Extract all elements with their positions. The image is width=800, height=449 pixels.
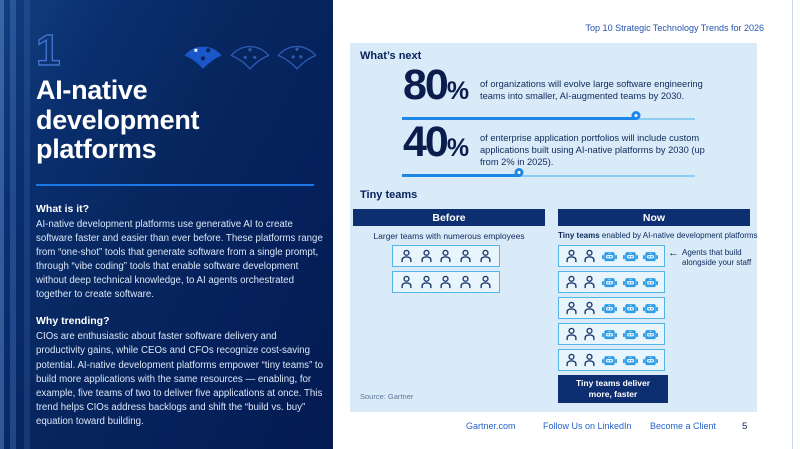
trend-number: 1 (35, 25, 62, 75)
before-team-rows (392, 245, 500, 293)
robot-icon (601, 303, 617, 313)
team-row (558, 271, 665, 293)
sidebar-body: What is it? AI-native development platfo… (36, 203, 325, 442)
trend-sidebar: 1 AI-native development platforms (0, 0, 333, 449)
now-column-header: Now (558, 209, 750, 226)
page-number: 5 (742, 421, 748, 432)
page-edge-line (792, 0, 793, 449)
what-is-it-heading: What is it? (36, 203, 90, 215)
now-caption: Tiny teams enabled by AI-native developm… (558, 231, 758, 240)
stat-bar-track (402, 175, 695, 177)
person-icon (566, 249, 577, 263)
robot-icon (643, 329, 659, 339)
robot-icon (601, 251, 617, 261)
robot-icon (643, 251, 659, 261)
trend-icons (182, 40, 318, 71)
robot-icon (601, 329, 617, 339)
fan-icon (184, 46, 222, 69)
person-icon (584, 249, 595, 263)
tiny-teams-banner: Tiny teams deliver more, faster (558, 375, 668, 404)
stat-bar-fill (402, 117, 637, 120)
team-row (558, 245, 665, 267)
team-row (558, 297, 665, 319)
page-title: AI-native development platforms (36, 75, 200, 165)
robot-icon (643, 355, 659, 365)
person-icon (584, 353, 595, 367)
report-header: Top 10 Strategic Technology Trends for 2… (585, 23, 764, 33)
stat-text-80: of organizations will evolve large softw… (480, 79, 703, 102)
person-icon (584, 301, 595, 315)
fan-icon (277, 45, 317, 70)
person-icon (440, 275, 452, 289)
person-icon (401, 275, 412, 289)
person-icon (460, 249, 471, 263)
person-icon (584, 275, 595, 289)
tiny-teams-heading: Tiny teams (360, 189, 418, 201)
footer-link-become-client[interactable]: Become a Client (650, 421, 717, 431)
person-icon (460, 275, 471, 289)
person-icon (401, 249, 412, 263)
robot-icon (643, 303, 659, 313)
person-icon (566, 301, 577, 315)
robot-icon (601, 277, 617, 287)
person-icon (566, 327, 577, 341)
team-row (392, 245, 500, 267)
what-is-it-body: AI-native development platforms use gene… (36, 219, 323, 301)
stat-bar-40 (402, 168, 695, 182)
team-row (558, 323, 665, 345)
agents-annotation: ← Agents that build alongside your staff (668, 248, 756, 268)
robot-icon (643, 277, 659, 287)
person-icon (566, 275, 577, 289)
stat-bar-marker (631, 111, 641, 120)
team-row (392, 271, 500, 293)
stat-bar-marker (514, 168, 524, 177)
why-trending-body: CIOs are enthusiastic about faster softw… (36, 331, 323, 427)
footer-link-linkedin[interactable]: Follow Us on LinkedIn (543, 421, 632, 431)
why-trending-heading: Why trending? (36, 315, 110, 328)
robot-icon (622, 303, 638, 313)
robot-icon (622, 355, 638, 365)
agents-annotation-text: Agents that build alongside your staff (682, 248, 752, 267)
stat-text-40: of enterprise application portfolios wil… (480, 133, 705, 168)
robot-icon (622, 251, 638, 261)
person-icon (421, 275, 432, 289)
person-icon (440, 249, 452, 263)
stat-value-80: 80% (403, 61, 470, 109)
robot-icon (601, 355, 617, 365)
stat-bar-fill (402, 174, 520, 177)
whats-next-heading: What’s next (360, 50, 422, 62)
whats-next-panel: What’s next 80% of organizations will ev… (350, 43, 758, 412)
before-caption: Larger teams with numerous employees (373, 231, 525, 241)
person-icon (480, 249, 491, 263)
fan-icon (230, 45, 270, 70)
title-divider (36, 184, 314, 186)
stat-bar-80 (402, 111, 695, 125)
source-note: Source: Gartner (360, 392, 414, 401)
before-column-header: Before (353, 209, 545, 226)
person-icon (421, 249, 432, 263)
robot-icon (622, 329, 638, 339)
robot-icon (622, 277, 638, 287)
stat-value-40: 40% (403, 118, 470, 166)
person-icon (480, 275, 491, 289)
team-row (558, 349, 665, 371)
person-icon (566, 353, 577, 367)
footer-link-gartner[interactable]: Gartner.com (466, 421, 516, 431)
arrow-left-icon: ← (668, 247, 679, 259)
now-team-rows (558, 245, 665, 371)
person-icon (584, 327, 595, 341)
gradient-streaks-decoration (0, 0, 42, 449)
